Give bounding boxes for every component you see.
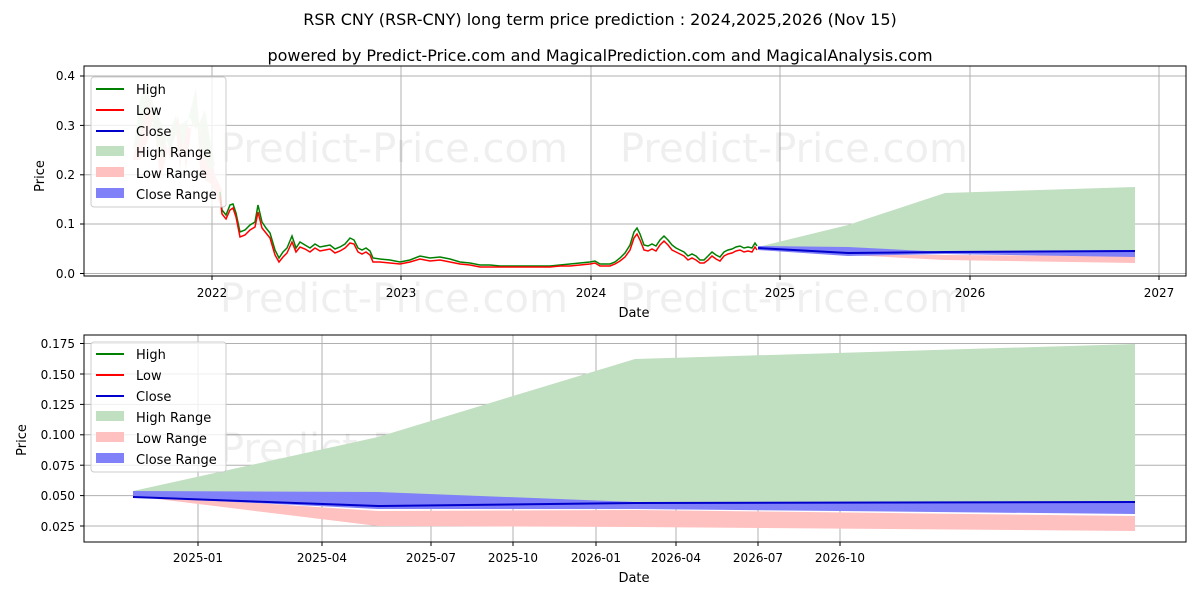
watermark: Predict-Price.com bbox=[620, 126, 968, 172]
legend-high: High bbox=[136, 83, 166, 98]
svg-text:0.4: 0.4 bbox=[56, 69, 75, 83]
svg-text:2026-01: 2026-01 bbox=[571, 551, 621, 565]
legend-close: Close bbox=[136, 390, 171, 405]
top-y-label: Price bbox=[33, 160, 48, 192]
svg-text:2026-10: 2026-10 bbox=[815, 551, 865, 565]
legend-high-range: High Range bbox=[136, 411, 211, 426]
legend-low-range: Low Range bbox=[136, 167, 207, 182]
top-x-label: Date bbox=[618, 306, 649, 321]
top-y-ticks: 0.0 0.1 0.2 0.3 0.4 bbox=[56, 69, 84, 281]
top-chart: Predict-Price.com Predict-Price.com Pred… bbox=[33, 65, 1187, 322]
legend-close-range: Close Range bbox=[136, 188, 217, 203]
legend-close-range-swatch bbox=[96, 188, 124, 198]
legend-low-range-swatch bbox=[96, 167, 124, 177]
svg-text:2026-07: 2026-07 bbox=[733, 551, 783, 565]
legend-close-range: Close Range bbox=[136, 453, 217, 468]
svg-text:0.025: 0.025 bbox=[41, 520, 75, 534]
low-range-area bbox=[133, 495, 1135, 531]
watermark: Predict-Price.com bbox=[220, 276, 568, 322]
bottom-y-ticks: 0.025 0.050 0.075 0.100 0.125 0.150 0.17… bbox=[41, 337, 84, 534]
watermark: Predict-Price.com bbox=[220, 126, 568, 172]
high-range-area bbox=[133, 344, 1135, 503]
svg-text:0.2: 0.2 bbox=[56, 168, 75, 182]
top-legend: High Low Close High Range Low Range Clos… bbox=[90, 76, 227, 208]
bottom-chart: Predict-Price.com Predict-Price.com 0.02… bbox=[15, 334, 1187, 586]
legend-close-range-swatch bbox=[96, 453, 124, 463]
legend-close: Close bbox=[136, 125, 171, 140]
svg-text:2026: 2026 bbox=[955, 286, 986, 300]
legend-low: Low bbox=[136, 104, 162, 119]
legend-high-range-swatch bbox=[96, 146, 124, 156]
bottom-x-label: Date bbox=[618, 571, 649, 586]
svg-text:2025-10: 2025-10 bbox=[488, 551, 538, 565]
svg-text:0.125: 0.125 bbox=[41, 398, 75, 412]
svg-text:2025-01: 2025-01 bbox=[173, 551, 223, 565]
bottom-axes-frame bbox=[83, 334, 1187, 543]
chart-subtitle: powered by Predict-Price.com and Magical… bbox=[267, 46, 933, 65]
watermark: Predict-Price.com bbox=[620, 276, 968, 322]
low-line-history bbox=[219, 195, 758, 268]
legend-high-range-swatch bbox=[96, 411, 124, 421]
svg-text:0.175: 0.175 bbox=[41, 337, 75, 351]
svg-text:2023: 2023 bbox=[386, 286, 417, 300]
svg-text:2025-04: 2025-04 bbox=[297, 551, 347, 565]
svg-text:0.3: 0.3 bbox=[56, 119, 75, 133]
svg-text:2026-04: 2026-04 bbox=[651, 551, 701, 565]
legend-low-range: Low Range bbox=[136, 432, 207, 447]
svg-text:2025-07: 2025-07 bbox=[406, 551, 456, 565]
high-line-history bbox=[219, 191, 758, 267]
high-range-prediction bbox=[758, 187, 1135, 254]
svg-text:2025: 2025 bbox=[765, 286, 796, 300]
svg-text:0.150: 0.150 bbox=[41, 368, 75, 382]
bottom-x-ticks: 2025-01 2025-04 2025-07 2025-10 2026-01 … bbox=[173, 542, 865, 565]
svg-text:0.1: 0.1 bbox=[56, 217, 75, 231]
close-line bbox=[132, 496, 1136, 508]
low-range-prediction bbox=[758, 248, 1135, 263]
legend-high-range: High Range bbox=[136, 146, 211, 161]
close-range-prediction bbox=[758, 246, 1135, 257]
svg-text:2024: 2024 bbox=[576, 286, 607, 300]
svg-text:0.050: 0.050 bbox=[41, 489, 75, 503]
bottom-legend: High Low Close High Range Low Range Clos… bbox=[90, 341, 227, 473]
svg-text:0.075: 0.075 bbox=[41, 459, 75, 473]
chart-title: RSR CNY (RSR-CNY) long term price predic… bbox=[303, 10, 897, 29]
legend-high: High bbox=[136, 348, 166, 363]
top-axes-frame bbox=[83, 65, 1187, 277]
top-x-ticks: 2022 2023 2024 2025 2026 2027 bbox=[197, 276, 1175, 300]
legend-low: Low bbox=[136, 369, 162, 384]
svg-text:2027: 2027 bbox=[1144, 286, 1175, 300]
bottom-y-label: Price bbox=[15, 424, 30, 456]
svg-text:0.0: 0.0 bbox=[56, 267, 75, 281]
svg-text:2022: 2022 bbox=[197, 286, 228, 300]
legend-low-range-swatch bbox=[96, 432, 124, 442]
close-line-prediction bbox=[757, 247, 1136, 255]
svg-text:0.100: 0.100 bbox=[41, 428, 75, 442]
